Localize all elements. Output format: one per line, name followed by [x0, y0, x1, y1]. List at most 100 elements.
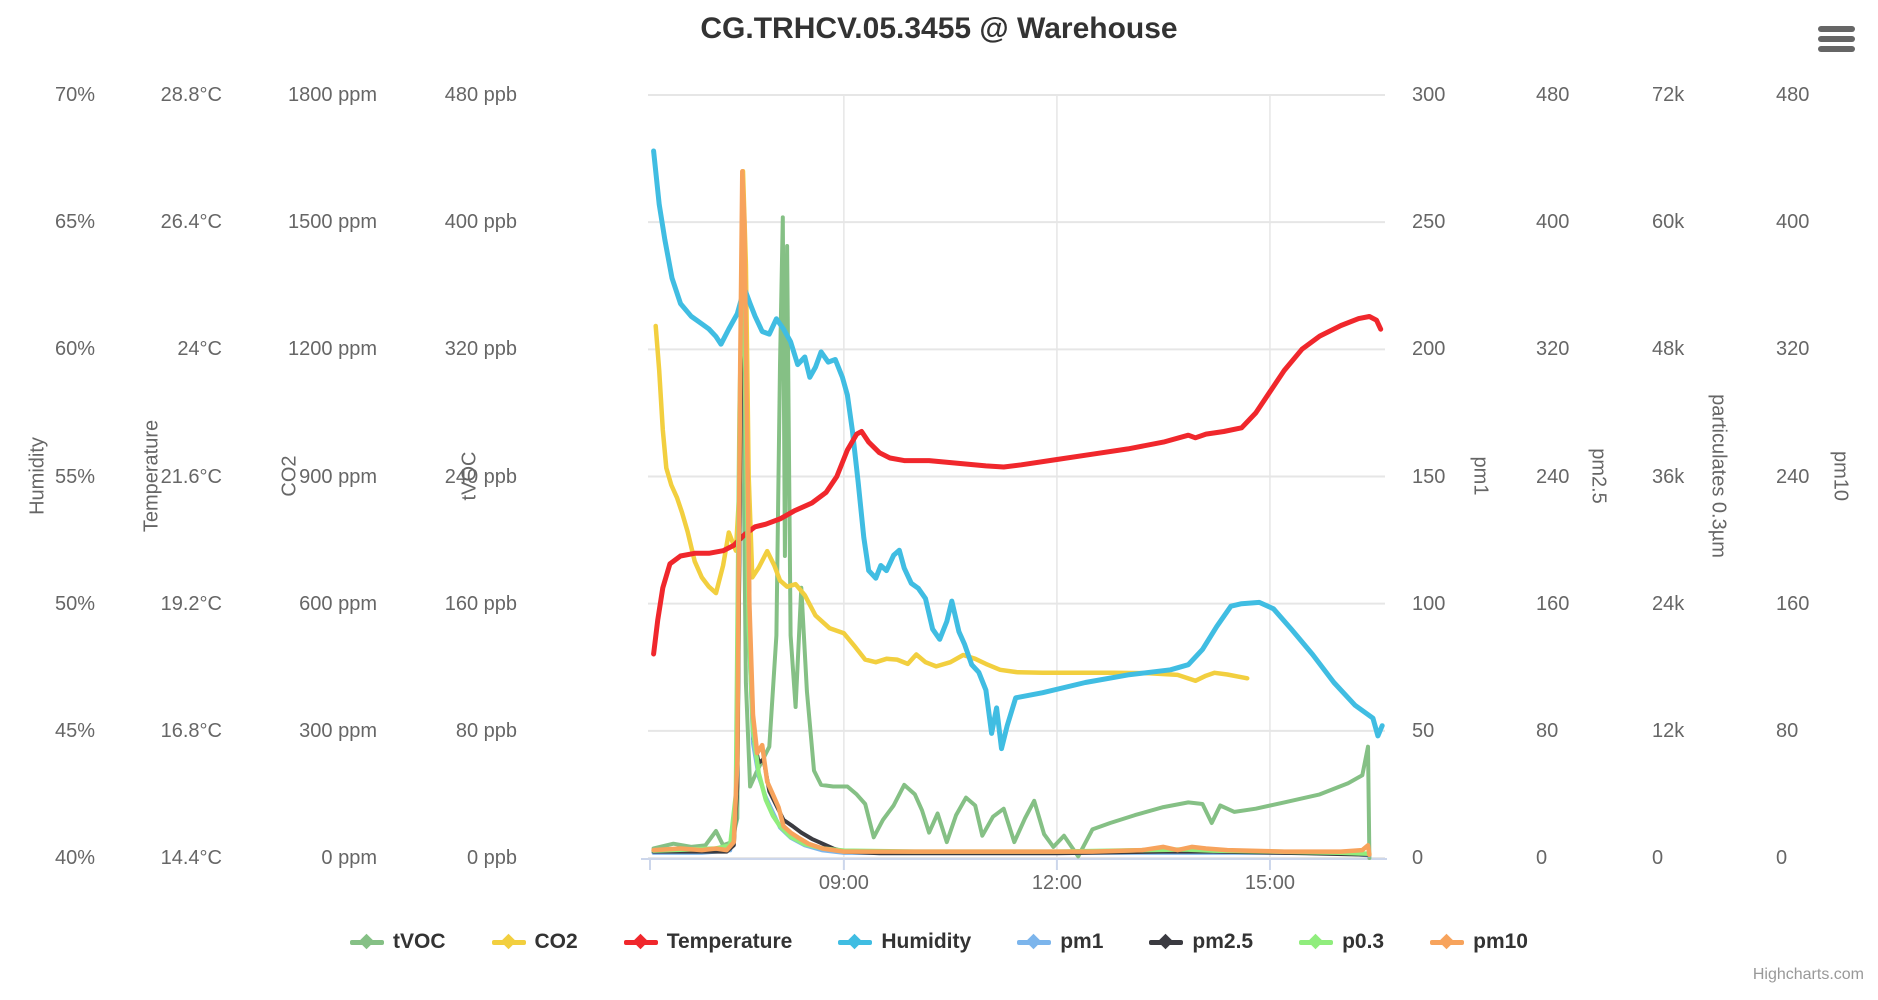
- axis-tick-label: 0: [1412, 847, 1424, 869]
- axis-tick-label: 80: [1776, 719, 1799, 742]
- hamburger-icon: [1818, 36, 1855, 42]
- legend-marker-icon: [1299, 933, 1334, 950]
- legend-label: Temperature: [666, 930, 793, 953]
- legend-item-pm10[interactable]: pm10: [1430, 930, 1528, 954]
- axis-tick-label: 0: [1652, 847, 1664, 869]
- legend-label: pm1: [1060, 930, 1104, 953]
- axis-tick-label: 300: [1412, 84, 1446, 106]
- legend-item-pm1[interactable]: pm1: [1017, 930, 1103, 954]
- axis-tick-label: 240: [1536, 465, 1570, 488]
- axis-tick-label: 16.8°C: [160, 719, 222, 742]
- series-line-CO2[interactable]: [653, 169, 1250, 684]
- axis-tick-label: 72k: [1652, 84, 1685, 106]
- axis-tick-label: 480: [1776, 84, 1810, 106]
- legend-label: pm2.5: [1192, 930, 1254, 953]
- legend-item-tvoc[interactable]: tVOC: [350, 930, 446, 954]
- axis-tick-label: 50%: [54, 592, 95, 615]
- legend-item-pm2.5[interactable]: pm2.5: [1149, 930, 1253, 954]
- axis-tick-label: 320: [1776, 338, 1810, 361]
- axis-tick-label: 36k: [1652, 465, 1685, 488]
- series-line-Temperature[interactable]: [651, 314, 1384, 657]
- legend-marker-icon: [350, 933, 385, 950]
- context-menu-button[interactable]: [1816, 24, 1858, 58]
- axis-tick-label: 0: [1536, 847, 1548, 869]
- axis-tick-label: 300 ppm: [299, 719, 377, 742]
- axis-tick-label: 150: [1412, 465, 1446, 488]
- x-axis-label: 09:00: [818, 872, 869, 894]
- legend-item-humidity[interactable]: Humidity: [838, 930, 971, 954]
- legend-marker-icon: [1149, 933, 1184, 950]
- axis-tick-label: 65%: [54, 211, 95, 234]
- x-axis-label: 15:00: [1244, 872, 1295, 894]
- axis-tick-label: 21.6°C: [160, 465, 222, 488]
- axis-tick-label: 80 ppb: [455, 719, 517, 742]
- axis-tick-label: 100: [1412, 592, 1446, 615]
- axis-tick-label: 26.4°C: [160, 211, 222, 234]
- legend-marker-icon: [838, 933, 873, 950]
- axis-tick-label: 160: [1776, 592, 1810, 615]
- axis-tick-label: 480 ppb: [444, 84, 517, 106]
- legend-label: CO2: [534, 930, 578, 953]
- legend-label: pm10: [1473, 930, 1528, 953]
- axis-tick-label: 0 ppb: [466, 847, 517, 869]
- axis-tick-label: 480: [1536, 84, 1570, 106]
- axis-tick-label: 400: [1536, 211, 1570, 234]
- axis-tick-label: 60k: [1652, 211, 1685, 234]
- axis-tick-label: 400 ppb: [444, 211, 517, 234]
- axis-tick-label: 1800 ppm: [288, 84, 377, 106]
- series-line-Humidity[interactable]: [651, 148, 1385, 752]
- legend-item-co2[interactable]: CO2: [491, 930, 578, 954]
- legend: tVOC CO2 Temperature Humidity pm1 pm2.5 p0.3 pm…: [0, 930, 1878, 954]
- highcharts-credit[interactable]: Highcharts.com: [1752, 966, 1864, 983]
- axis-title-particulates 0.3µm: particulates 0.3µm: [1707, 394, 1730, 558]
- legend-marker-icon: [491, 933, 526, 950]
- legend-marker-icon: [623, 933, 658, 950]
- axis-tick-label: 600 ppm: [299, 592, 377, 615]
- legend-item-temperature[interactable]: Temperature: [623, 930, 793, 954]
- legend-item-p0.3[interactable]: p0.3: [1299, 930, 1384, 954]
- x-axis-label: 12:00: [1031, 872, 1082, 894]
- axis-tick-label: 250: [1412, 211, 1446, 234]
- axis-tick-label: 55%: [54, 465, 95, 488]
- axis-title-pm2.5: pm2.5: [1587, 448, 1610, 504]
- hamburger-icon: [1818, 46, 1855, 52]
- axis-tick-label: 160: [1536, 592, 1570, 615]
- axis-title-temperature: Temperature: [140, 419, 163, 533]
- chart-title: CG.TRHCV.05.3455 @ Warehouse: [700, 12, 1178, 45]
- legend-marker-icon: [1017, 933, 1052, 950]
- legend-label: p0.3: [1342, 930, 1385, 953]
- axis-tick-label: 1500 ppm: [288, 211, 377, 234]
- axis-tick-label: 14.4°C: [160, 847, 222, 869]
- axis-tick-label: 1200 ppm: [288, 338, 377, 361]
- axis-tick-label: 320: [1536, 338, 1570, 361]
- axis-tick-label: 12k: [1652, 719, 1685, 742]
- axis-tick-label: 240 ppb: [444, 465, 517, 488]
- series-line-tVOC[interactable]: [651, 215, 1372, 860]
- series-line-pm10[interactable]: [651, 169, 1372, 858]
- axis-tick-label: 19.2°C: [160, 592, 222, 615]
- axis-title-co2: CO2: [278, 455, 301, 497]
- axis-tick-label: 200: [1412, 338, 1446, 361]
- axis-tick-label: 24°C: [177, 338, 222, 361]
- axis-tick-label: 80: [1536, 719, 1559, 742]
- legend-marker-icon: [1430, 933, 1465, 950]
- axis-tick-label: 60%: [54, 338, 95, 361]
- axis-tick-label: 28.8°C: [160, 84, 222, 106]
- axis-tick-label: 240: [1776, 465, 1810, 488]
- axis-title-pm1: pm1: [1469, 456, 1492, 496]
- axis-tick-label: 45%: [54, 719, 95, 742]
- series-line-pm2.5[interactable]: [651, 280, 1372, 857]
- axis-tick-label: 40%: [54, 847, 95, 869]
- axis-tick-label: 400: [1776, 211, 1810, 234]
- axis-title-pm10: pm10: [1829, 450, 1852, 502]
- axis-tick-label: 160 ppb: [444, 592, 517, 615]
- legend-label: Humidity: [881, 930, 972, 953]
- axis-tick-label: 70%: [54, 84, 95, 106]
- axis-tick-label: 24k: [1652, 592, 1685, 615]
- axis-tick-label: 320 ppb: [444, 338, 517, 361]
- axis-title-tvoc: tVOC: [458, 451, 481, 501]
- axis-tick-label: 0 ppm: [321, 847, 377, 869]
- axis-tick-label: 900 ppm: [299, 465, 377, 488]
- hamburger-icon: [1818, 26, 1855, 32]
